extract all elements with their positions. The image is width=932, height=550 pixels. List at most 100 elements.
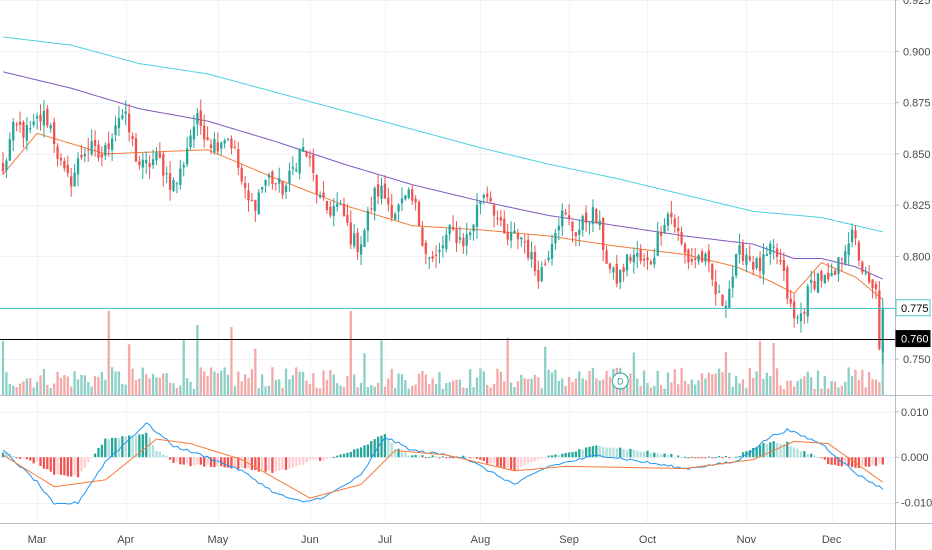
candle-body[interactable] — [199, 110, 202, 126]
candle-body[interactable] — [424, 242, 427, 254]
candle-body[interactable] — [867, 272, 871, 283]
candle-body[interactable] — [305, 151, 308, 157]
candle-body[interactable] — [680, 231, 683, 244]
candle-body[interactable] — [281, 181, 284, 195]
candle-body[interactable] — [189, 135, 192, 148]
candle-body[interactable] — [492, 204, 496, 216]
candle-body[interactable] — [356, 232, 359, 253]
candle-body[interactable] — [63, 161, 66, 169]
candle-body[interactable] — [513, 230, 516, 234]
candle-body[interactable] — [673, 218, 676, 228]
candle-body[interactable] — [100, 154, 104, 158]
candle-body[interactable] — [711, 263, 714, 280]
candle-body[interactable] — [469, 232, 472, 236]
candle-body[interactable] — [496, 218, 499, 220]
candle-body[interactable] — [148, 163, 151, 168]
candle-body[interactable] — [15, 124, 18, 126]
candle-body[interactable] — [489, 197, 492, 202]
candle-body[interactable] — [35, 116, 39, 119]
candle-body[interactable] — [76, 158, 80, 175]
candle-body[interactable] — [724, 305, 728, 309]
candle-body[interactable] — [332, 205, 335, 217]
candle-body[interactable] — [550, 243, 554, 259]
candle-body[interactable] — [32, 121, 35, 125]
candle-body[interactable] — [25, 125, 29, 141]
candle-body[interactable] — [799, 313, 803, 322]
candle-body[interactable] — [598, 220, 601, 226]
candle-body[interactable] — [342, 203, 346, 217]
candle-body[interactable] — [881, 307, 884, 353]
candle-body[interactable] — [206, 137, 209, 141]
candle-body[interactable] — [602, 217, 605, 250]
candle-body[interactable] — [117, 118, 121, 129]
candle-body[interactable] — [121, 115, 124, 119]
candle-body[interactable] — [526, 239, 530, 258]
candle-body[interactable] — [578, 229, 581, 235]
candle-body[interactable] — [359, 244, 363, 255]
candle-body[interactable] — [806, 286, 809, 317]
candle-body[interactable] — [318, 194, 322, 198]
candle-body[interactable] — [428, 257, 431, 259]
candle-body[interactable] — [128, 113, 131, 133]
candle-body[interactable] — [203, 125, 206, 140]
candle-body[interactable] — [250, 199, 254, 201]
candle-body[interactable] — [537, 269, 540, 282]
candle-body[interactable] — [414, 198, 417, 203]
candle-body[interactable] — [373, 187, 376, 211]
candle-body[interactable] — [588, 223, 591, 225]
candle-body[interactable] — [325, 200, 329, 211]
candle-body[interactable] — [53, 122, 56, 145]
candle-body[interactable] — [796, 317, 799, 319]
candle-body[interactable] — [243, 183, 247, 188]
candle-body[interactable] — [376, 184, 380, 197]
candle-body[interactable] — [786, 267, 789, 299]
candle-body[interactable] — [625, 254, 629, 271]
candle-body[interactable] — [110, 138, 114, 150]
candle-body[interactable] — [704, 253, 707, 262]
candle-body[interactable] — [288, 170, 291, 184]
candle-body[interactable] — [837, 257, 840, 274]
candle-body[interactable] — [823, 274, 826, 284]
candle-body[interactable] — [465, 234, 468, 246]
candle-body[interactable] — [387, 197, 390, 205]
candle-body[interactable] — [383, 183, 387, 199]
candle-body[interactable] — [315, 175, 318, 195]
candle-body[interactable] — [131, 135, 134, 140]
candle-body[interactable] — [165, 173, 168, 175]
candle-body[interactable] — [434, 254, 438, 256]
candle-body[interactable] — [574, 232, 578, 236]
candle-body[interactable] — [155, 152, 158, 161]
candle-body[interactable] — [151, 159, 155, 165]
candle-body[interactable] — [813, 281, 816, 289]
candle-body[interactable] — [748, 256, 751, 261]
candle-body[interactable] — [717, 291, 721, 293]
candle-body[interactable] — [226, 138, 230, 140]
candle-body[interactable] — [353, 233, 356, 247]
candle-body[interactable] — [639, 249, 642, 261]
candle-body[interactable] — [308, 155, 312, 158]
candle-body[interactable] — [59, 158, 63, 161]
candle-body[interactable] — [83, 153, 86, 157]
candle-body[interactable] — [567, 215, 571, 220]
candle-body[interactable] — [196, 113, 199, 125]
candle-body[interactable] — [561, 210, 564, 227]
candle-body[interactable] — [564, 212, 567, 215]
candle-body[interactable] — [411, 189, 414, 201]
time-axis[interactable]: Mar Apr May Jun Jul Aug Sep Oct Nov Dec — [28, 534, 842, 546]
candle-body[interactable] — [404, 195, 407, 200]
candle-body[interactable] — [619, 270, 622, 283]
candle-body[interactable] — [752, 262, 755, 270]
candle-body[interactable] — [107, 143, 110, 150]
candle-body[interactable] — [530, 252, 533, 260]
candle-body[interactable] — [363, 230, 366, 247]
candle-body[interactable] — [254, 200, 257, 211]
candle-body[interactable] — [141, 159, 144, 168]
candle-body[interactable] — [554, 232, 557, 244]
candle-body[interactable] — [93, 139, 97, 146]
candle-body[interactable] — [670, 212, 673, 218]
candle-body[interactable] — [29, 128, 32, 130]
candle-body[interactable] — [8, 139, 11, 161]
candle-body[interactable] — [257, 192, 260, 215]
candle-body[interactable] — [677, 228, 680, 232]
